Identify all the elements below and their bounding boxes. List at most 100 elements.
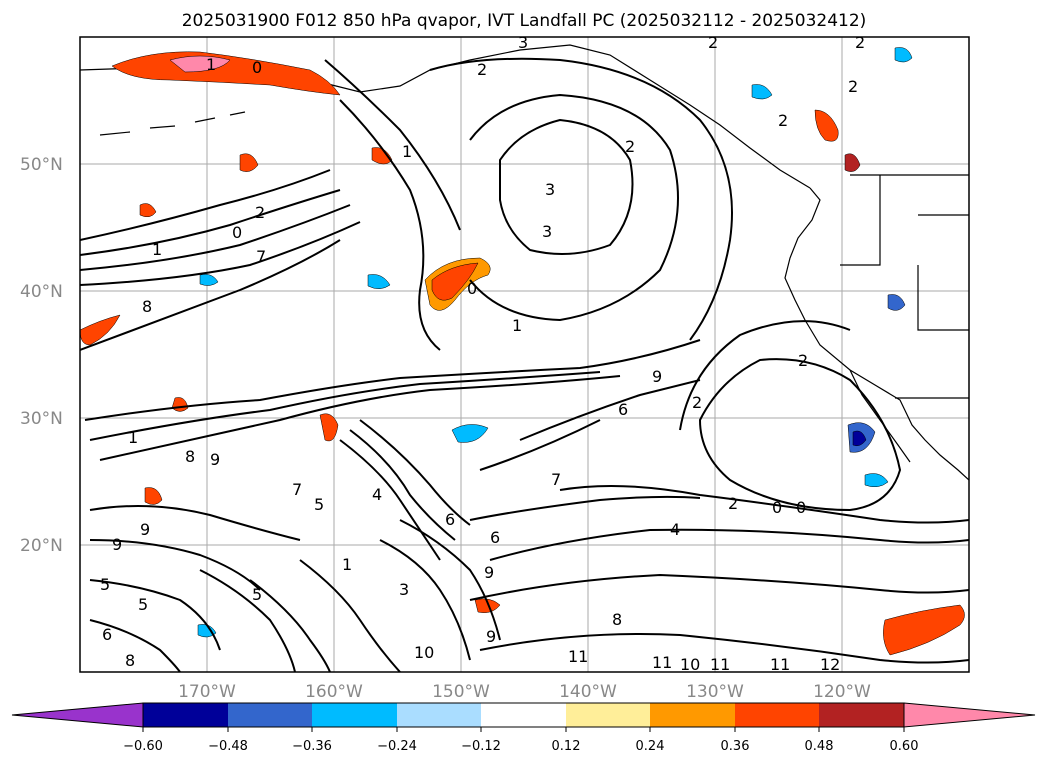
contour-label: 0	[467, 279, 477, 298]
anomaly-blob-positive	[239, 153, 259, 172]
anomaly-blob-positive	[844, 153, 861, 172]
colorbar-tick-label: 0.12	[552, 739, 581, 754]
contour-line	[499, 118, 634, 255]
contour-line	[479, 633, 969, 664]
contour-line	[679, 320, 851, 431]
contour-label: 2	[708, 33, 718, 52]
contour-label: 9	[210, 450, 220, 469]
colorbar-tick-label: 0.36	[721, 739, 750, 754]
colorbar-tick-label: −0.12	[461, 739, 501, 754]
state-border-2	[917, 265, 969, 331]
aleutian-islands	[99, 111, 246, 136]
contour-line	[89, 579, 221, 651]
contour-label: 1	[402, 142, 412, 161]
contour-line	[89, 539, 261, 591]
contour-label: 6	[618, 400, 628, 419]
colorbar-segment	[312, 703, 397, 727]
contour-line	[249, 579, 331, 672]
contour-label: 4	[670, 520, 680, 539]
contour-line	[429, 57, 733, 341]
contour-label: 6	[102, 625, 112, 644]
contour-label: 2	[625, 137, 635, 156]
colorbar-tick-label: 0.60	[890, 739, 919, 754]
contour-line	[299, 559, 401, 672]
contour-label: 10	[680, 655, 700, 674]
anomaly-blob-negative	[864, 473, 889, 488]
lat-label-30n: 30°N	[20, 409, 63, 429]
contour-label: 9	[484, 563, 494, 582]
contour-label: 8	[142, 297, 152, 316]
contour-line	[199, 569, 296, 672]
colorbar-tick-label: −0.48	[208, 739, 248, 754]
contour-label: 3	[545, 180, 555, 199]
contour-line	[469, 495, 701, 521]
contour-line	[469, 93, 679, 322]
lon-label-150w: 150°W	[432, 682, 490, 702]
contour-label: 2	[778, 111, 788, 130]
contour-line	[399, 519, 501, 641]
us-west-coastline	[804, 319, 969, 481]
contour-label: 9	[112, 535, 122, 554]
anomaly-blob-negative	[199, 274, 219, 286]
contour-line	[89, 619, 181, 672]
anomaly-blob-positive	[883, 604, 965, 656]
map-title: 2025031900 F012 850 hPa qvapor, IVT Land…	[182, 11, 867, 31]
contour-label: 2	[477, 60, 487, 79]
ivt-contours	[80, 57, 969, 672]
contour-line	[359, 419, 471, 526]
anomaly-blob-negative	[751, 84, 773, 100]
colorbar-segment	[566, 703, 650, 727]
contour-line	[89, 371, 601, 441]
contour-label: 2	[728, 494, 738, 513]
lat-label-40n: 40°N	[20, 282, 63, 302]
contour-line	[519, 379, 701, 441]
lon-label-130w: 130°W	[686, 682, 744, 702]
anomaly-blob-positive	[80, 314, 121, 346]
contour-label: 9	[486, 627, 496, 646]
anomaly-blob-negative	[367, 274, 391, 289]
colorbar-segment	[819, 703, 904, 727]
contour-line	[479, 419, 601, 471]
bc-coastline	[784, 187, 821, 321]
colorbar-segment	[397, 703, 481, 727]
anomaly-blob-positive	[139, 203, 157, 218]
contour-line	[84, 339, 701, 421]
anomaly-blob-positive	[474, 598, 501, 613]
lat-label-50n: 50°N	[20, 155, 63, 175]
contour-label: 11	[770, 655, 790, 674]
anomaly-blob-positive	[169, 55, 231, 73]
colorbar-extend-high	[903, 702, 1036, 728]
anomaly-blob-positive	[144, 487, 163, 505]
contour-line	[559, 485, 969, 524]
anomaly-blob-negative	[887, 294, 906, 311]
contour-label: 5	[252, 585, 262, 604]
contour-label: 9	[652, 367, 662, 386]
contour-label: 1	[512, 316, 522, 335]
colorbar-extend-low	[11, 702, 144, 728]
contour-line	[80, 239, 341, 351]
contour-line	[99, 375, 621, 461]
anomaly-blob-negative	[894, 47, 913, 63]
contour-label: 8	[612, 610, 622, 629]
contour-label: 5	[138, 595, 148, 614]
contour-line	[80, 169, 331, 241]
anomaly-blob-positive	[319, 413, 339, 442]
colorbar-segment	[143, 703, 228, 727]
contour-line	[80, 204, 351, 271]
contour-line	[80, 221, 361, 286]
contour-label: 2	[798, 351, 808, 370]
contour-label: 5	[100, 575, 110, 594]
anomaly-blob-negative	[852, 430, 867, 447]
lon-label-140w: 140°W	[559, 682, 617, 702]
colorbar-segment	[735, 703, 819, 727]
contour-line	[339, 99, 441, 351]
contour-label: 7	[292, 480, 302, 499]
contour-line	[698, 358, 902, 512]
contour-label: 3	[542, 222, 552, 241]
contour-label: 10	[414, 643, 434, 662]
colorbar-frame	[142, 702, 905, 728]
qvapor-fill	[80, 47, 965, 656]
colorbar-tick-label: 0.48	[805, 739, 834, 754]
anomaly-blob-negative	[197, 624, 217, 638]
